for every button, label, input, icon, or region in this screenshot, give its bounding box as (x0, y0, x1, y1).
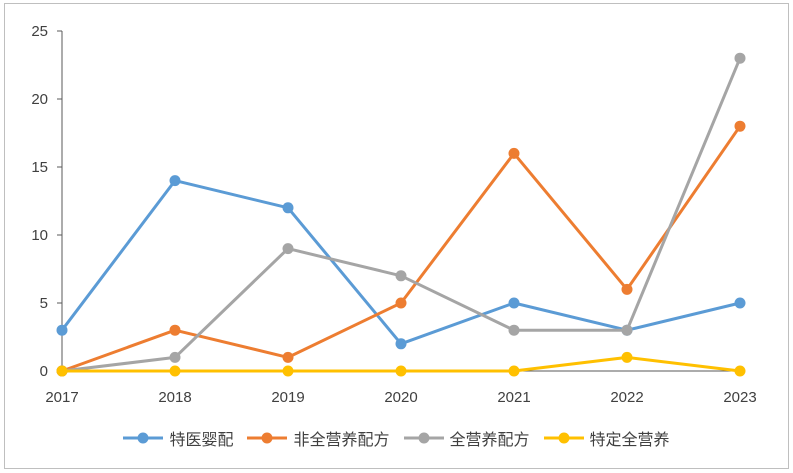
data-point (508, 365, 520, 377)
y-tick-label: 0 (40, 363, 48, 380)
series-3 (56, 351, 746, 377)
data-point (282, 365, 294, 377)
y-tick-label: 5 (40, 295, 48, 312)
legend-swatch (543, 432, 584, 444)
data-point (282, 243, 294, 255)
legend-item: 特医婴配 (123, 426, 233, 450)
legend-label: 特定全营养 (589, 430, 670, 449)
series-1 (56, 120, 746, 377)
data-point (282, 202, 294, 214)
data-point (169, 351, 181, 363)
data-point (734, 297, 746, 309)
legend-item: 全营养配方 (403, 426, 530, 450)
data-point (395, 297, 407, 309)
y-tick-label: 20 (31, 91, 48, 108)
data-point (282, 351, 294, 363)
data-point (395, 270, 407, 282)
x-tick-label: 2018 (158, 389, 191, 406)
legend-swatch (247, 432, 288, 444)
series-line (61, 57, 742, 373)
x-tick-label: 2021 (497, 389, 530, 406)
legend-swatch (403, 432, 444, 444)
axes: 0 5 10 15 20 25 2017 2018 2019 2020 2021 2022 2023 (31, 23, 756, 406)
legend-swatch (123, 432, 164, 444)
x-tick-label: 2023 (723, 389, 756, 406)
series-layer (56, 52, 746, 377)
data-point (169, 175, 181, 187)
x-tick-label: 2022 (610, 389, 643, 406)
legend-item: 特定全营养 (543, 426, 670, 450)
legend: 特医婴配 非全营养配方 全营养配方 特定全营养 (0, 424, 793, 452)
data-point (169, 365, 181, 377)
data-point (734, 365, 746, 377)
legend-label: 非全营养配方 (293, 430, 390, 449)
legend-item: 非全营养配方 (247, 426, 390, 450)
series-0 (56, 175, 746, 350)
data-point (508, 147, 520, 159)
data-point (734, 120, 746, 132)
data-point (395, 365, 407, 377)
data-point (56, 365, 68, 377)
data-point (508, 297, 520, 309)
y-tick-label: 15 (31, 159, 48, 176)
legend-label: 特医婴配 (169, 430, 234, 449)
series-line (61, 125, 742, 373)
x-tick-label: 2020 (384, 389, 417, 406)
line-chart: 0 5 10 15 20 25 2017 2018 2019 2020 2021 2022 2023 (31, 23, 756, 406)
x-tick-label: 2019 (271, 389, 304, 406)
data-point (508, 324, 520, 336)
legend-label: 全营养配方 (449, 430, 530, 449)
data-point (56, 324, 68, 336)
x-tick-label: 2017 (45, 389, 78, 406)
y-tick-label: 25 (31, 23, 48, 40)
data-point (169, 324, 181, 336)
data-point (621, 351, 633, 363)
data-point (621, 283, 633, 295)
data-point (621, 324, 633, 336)
y-tick-label: 10 (31, 227, 48, 244)
data-point (395, 338, 407, 350)
series-line (60, 179, 741, 346)
data-point (734, 52, 746, 64)
